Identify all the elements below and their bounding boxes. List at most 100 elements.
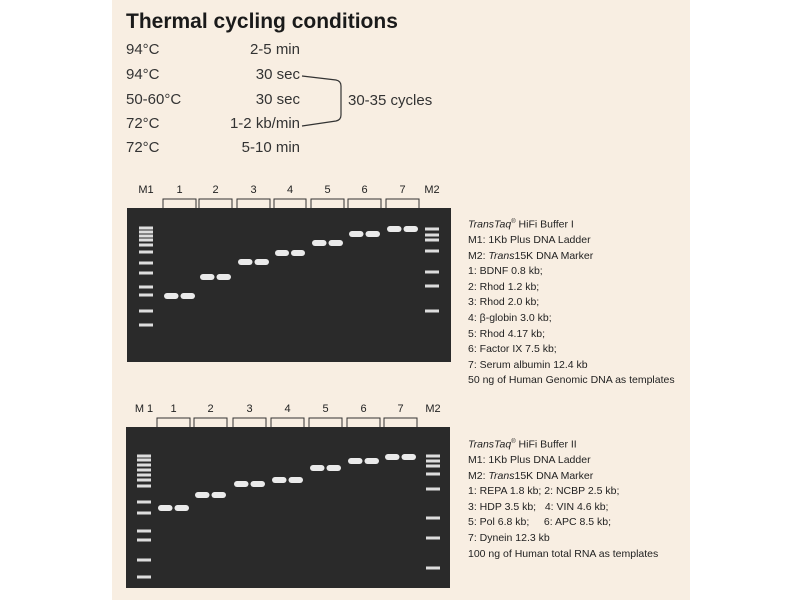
ladder-band bbox=[425, 238, 439, 242]
lane-label: 6 bbox=[361, 184, 367, 196]
ladder-band bbox=[139, 234, 153, 238]
dna-band bbox=[254, 259, 269, 265]
lane-bracket bbox=[347, 198, 382, 208]
dna-band bbox=[312, 240, 327, 246]
cond-temp: 50-60°C bbox=[126, 91, 182, 108]
dna-band bbox=[310, 465, 325, 471]
dna-band bbox=[238, 259, 253, 265]
ladder-band bbox=[139, 250, 153, 254]
lane-label: M2 bbox=[424, 184, 439, 196]
lane-label: 4 bbox=[284, 403, 290, 415]
ladder-band bbox=[425, 249, 439, 253]
lane-bracket bbox=[385, 198, 420, 208]
lane-label: 7 bbox=[397, 403, 403, 415]
dna-band bbox=[200, 274, 215, 280]
dna-band bbox=[291, 250, 305, 256]
ladder-band bbox=[139, 226, 153, 230]
cond-temp: 94°C bbox=[126, 66, 160, 83]
lane-label: M2 bbox=[425, 403, 440, 415]
cond-time: 1-2 kb/min bbox=[229, 115, 300, 132]
ladder-band bbox=[137, 575, 151, 579]
lane-label: 3 bbox=[246, 403, 252, 415]
cond-time: 30 sec bbox=[255, 66, 300, 83]
dna-band bbox=[328, 240, 343, 246]
lane-label: 3 bbox=[250, 184, 256, 196]
dna-band bbox=[385, 454, 400, 460]
ladder-band bbox=[137, 529, 151, 533]
dna-band bbox=[272, 477, 287, 483]
ladder-band bbox=[425, 233, 439, 237]
ladder-band bbox=[137, 478, 151, 482]
lane-label: 5 bbox=[322, 403, 328, 415]
ladder-band bbox=[139, 323, 153, 327]
dna-band bbox=[216, 274, 231, 280]
ladder-band bbox=[137, 463, 151, 467]
figure-title: Thermal cycling conditions bbox=[126, 10, 398, 33]
gel1-gel-image bbox=[127, 208, 451, 362]
dna-band bbox=[403, 226, 418, 232]
dna-band bbox=[401, 454, 416, 460]
cond-time: 2-5 min bbox=[249, 41, 300, 58]
lane-bracket bbox=[232, 417, 267, 427]
ladder-band bbox=[139, 261, 153, 265]
lane-label: 5 bbox=[324, 184, 330, 196]
dna-band bbox=[174, 505, 189, 511]
ladder-band bbox=[137, 473, 151, 477]
gel1-legend: TransTaq® HiFi Buffer I M1: 1Kb Plus DNA… bbox=[468, 218, 675, 387]
ladder-band bbox=[426, 472, 440, 476]
dna-band bbox=[348, 458, 363, 464]
ladder-band bbox=[426, 566, 440, 570]
ladder-band bbox=[139, 243, 153, 247]
cond-time: 5-10 min bbox=[241, 139, 300, 156]
gel2-legend: TransTaq® HiFi Buffer II M1: 1Kb Plus DN… bbox=[468, 438, 659, 560]
lane-bracket bbox=[162, 198, 197, 208]
ladder-band bbox=[426, 487, 440, 491]
dna-band bbox=[326, 465, 341, 471]
lane-bracket bbox=[346, 417, 381, 427]
cond-temp: 72°C bbox=[126, 115, 160, 132]
ladder-band bbox=[426, 454, 440, 458]
lane-label: M1 bbox=[138, 184, 153, 196]
lane-label: 2 bbox=[207, 403, 213, 415]
lane-label: 2 bbox=[212, 184, 218, 196]
ladder-band bbox=[137, 511, 151, 515]
ladder-band bbox=[137, 454, 151, 458]
dna-band bbox=[234, 481, 249, 487]
ladder-band bbox=[425, 284, 439, 288]
dna-band bbox=[211, 492, 226, 498]
lane-bracket bbox=[193, 417, 228, 427]
lane-label: 1 bbox=[176, 184, 182, 196]
lane-bracket bbox=[383, 417, 418, 427]
lane-bracket bbox=[273, 198, 307, 208]
ladder-band bbox=[139, 285, 153, 289]
ladder-band bbox=[137, 468, 151, 472]
ladder-band bbox=[137, 500, 151, 504]
ladder-band bbox=[137, 458, 151, 462]
dna-band bbox=[250, 481, 265, 487]
dna-band bbox=[288, 477, 303, 483]
ladder-band bbox=[139, 293, 153, 297]
ladder-band bbox=[139, 230, 153, 234]
dna-band bbox=[364, 458, 379, 464]
lane-bracket bbox=[198, 198, 233, 208]
lane-label: 6 bbox=[360, 403, 366, 415]
ladder-band bbox=[139, 309, 153, 313]
lane-label: M 1 bbox=[135, 403, 153, 415]
lane-bracket bbox=[236, 198, 271, 208]
cycles-label: 30-35 cycles bbox=[348, 92, 433, 109]
ladder-band bbox=[139, 271, 153, 275]
dna-band bbox=[195, 492, 210, 498]
lane-label: 7 bbox=[399, 184, 405, 196]
ladder-band bbox=[426, 536, 440, 540]
dna-band bbox=[158, 505, 173, 511]
dna-band bbox=[387, 226, 402, 232]
ladder-band bbox=[426, 516, 440, 520]
ladder-band bbox=[139, 238, 153, 242]
ladder-band bbox=[137, 538, 151, 542]
ladder-band bbox=[137, 484, 151, 488]
cond-time: 30 sec bbox=[255, 91, 300, 108]
lane-bracket bbox=[308, 417, 343, 427]
ladder-band bbox=[426, 464, 440, 468]
lane-label: 1 bbox=[170, 403, 176, 415]
